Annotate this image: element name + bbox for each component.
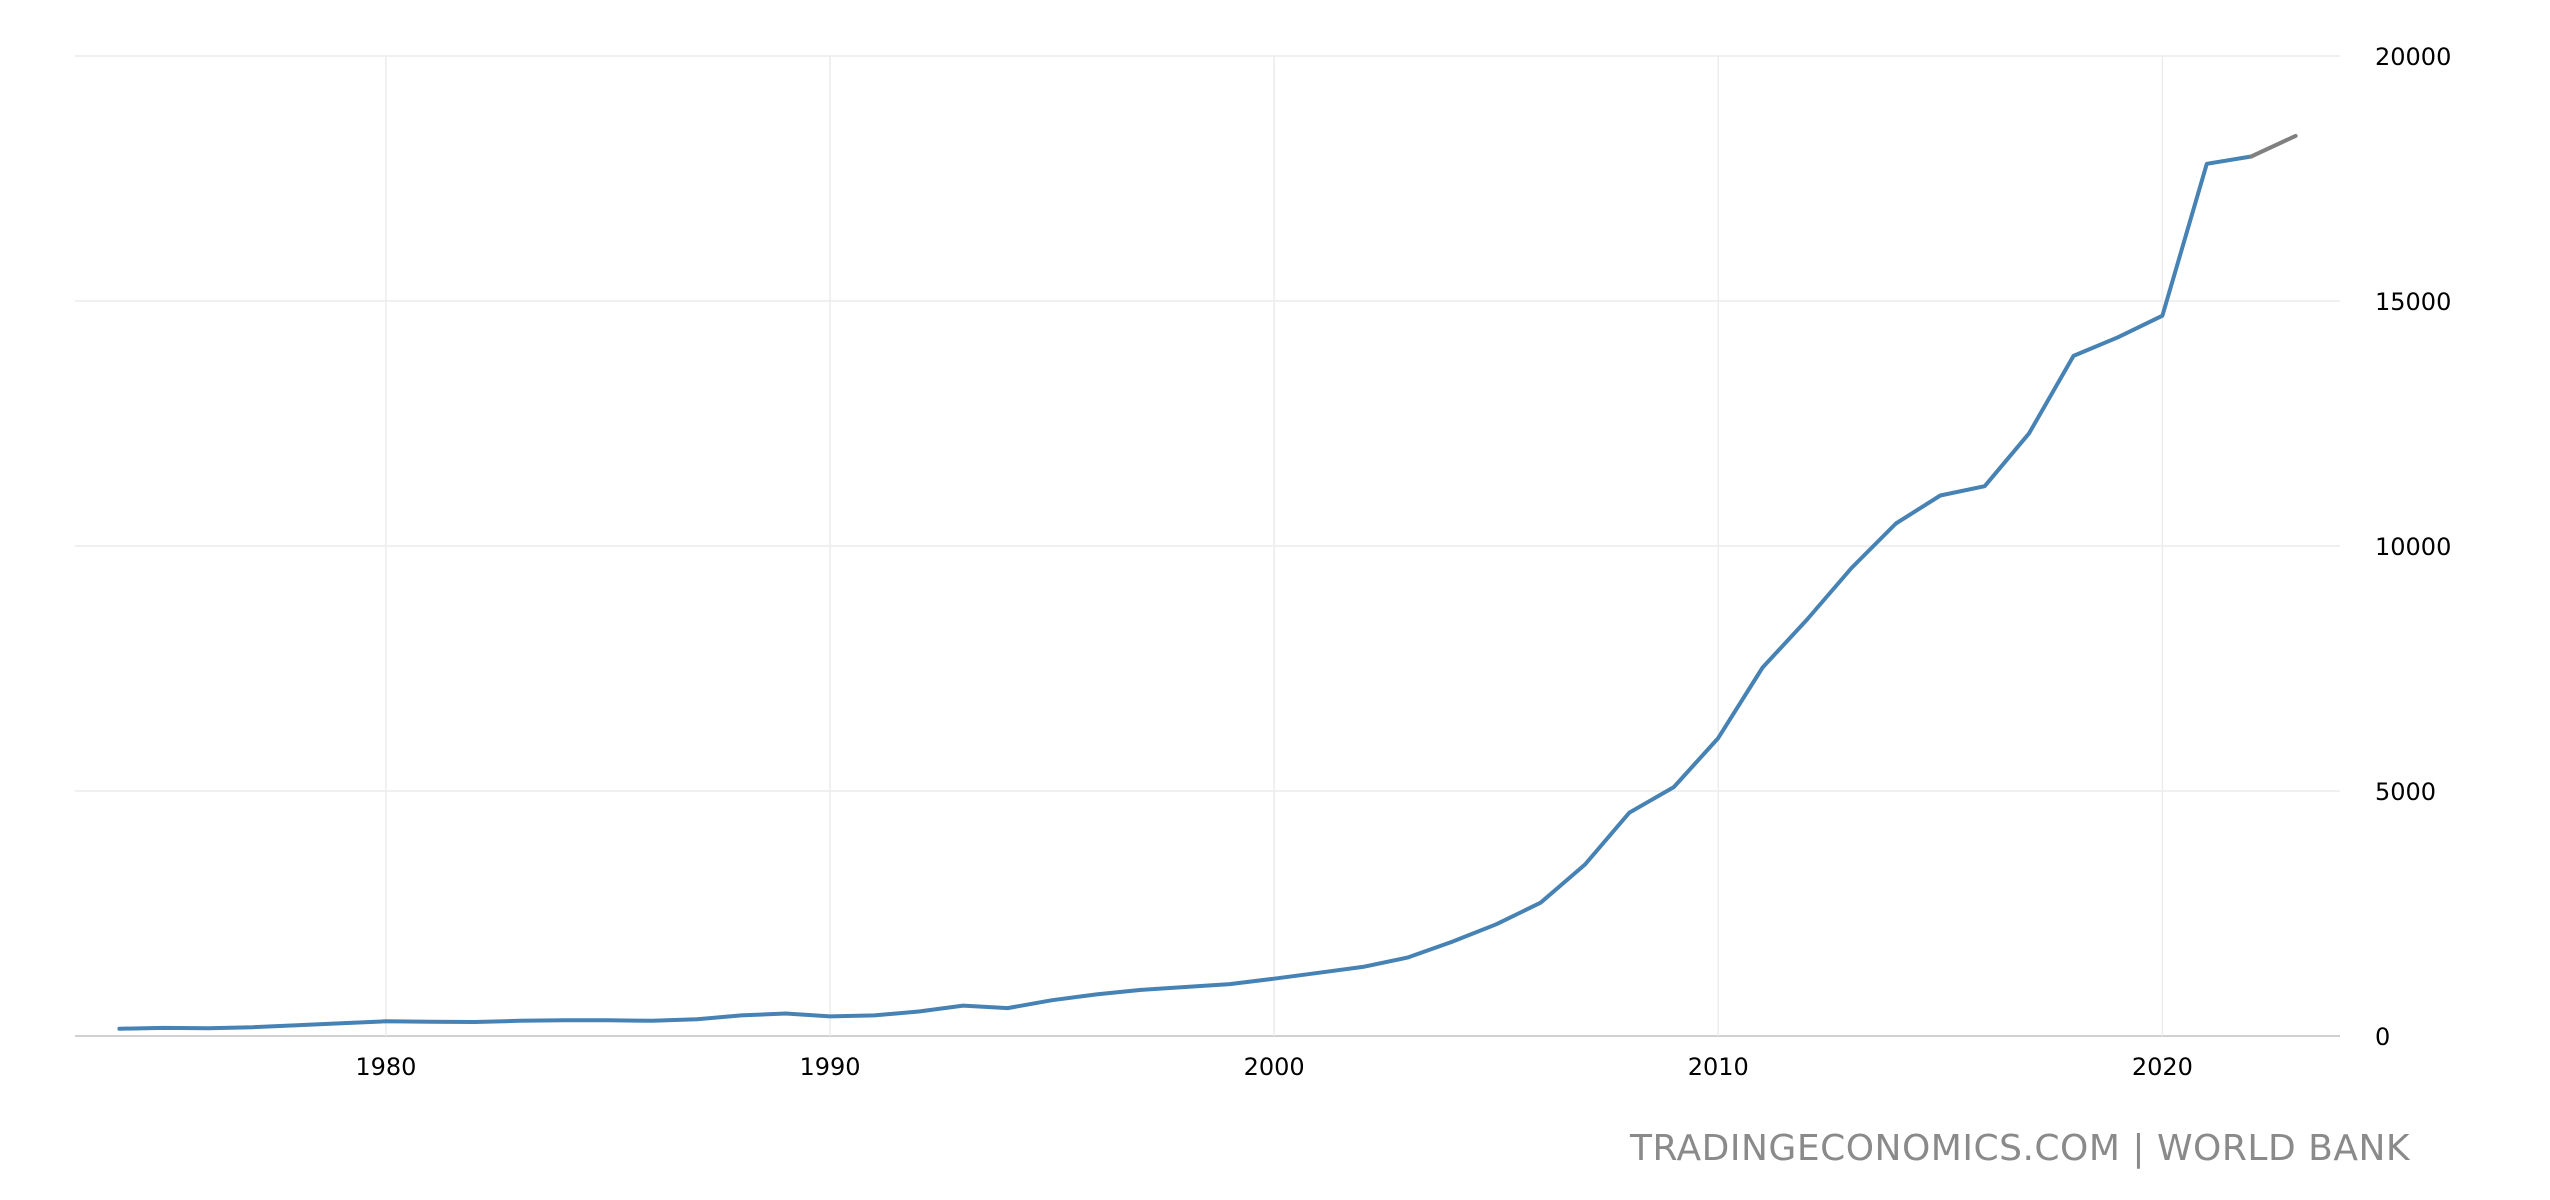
series-line-historical xyxy=(117,154,2254,1031)
y-tick-label: 10000 xyxy=(2375,533,2451,561)
y-tick-label: 15000 xyxy=(2375,288,2451,316)
series-layer xyxy=(117,133,2298,1031)
axis-layer: 0 5000 10000 15000 20000 1980 1990 2000 2010 2020 xyxy=(355,43,2451,1081)
x-tick-label: 1990 xyxy=(799,1053,860,1081)
series-line-forecast xyxy=(2249,133,2298,159)
y-tick-label: 0 xyxy=(2375,1023,2390,1051)
source-attribution[interactable]: TRADINGECONOMICS.COM | WORLD BANK xyxy=(1629,1128,2410,1169)
y-tick-label: 20000 xyxy=(2375,43,2451,71)
x-tick-label: 2010 xyxy=(1688,1053,1749,1081)
y-tick-label: 5000 xyxy=(2375,778,2436,806)
grid-layer xyxy=(75,55,2340,1037)
x-tick-label: 2020 xyxy=(2132,1053,2193,1081)
x-tick-label: 2000 xyxy=(1244,1053,1305,1081)
x-tick-label: 1980 xyxy=(355,1053,416,1081)
